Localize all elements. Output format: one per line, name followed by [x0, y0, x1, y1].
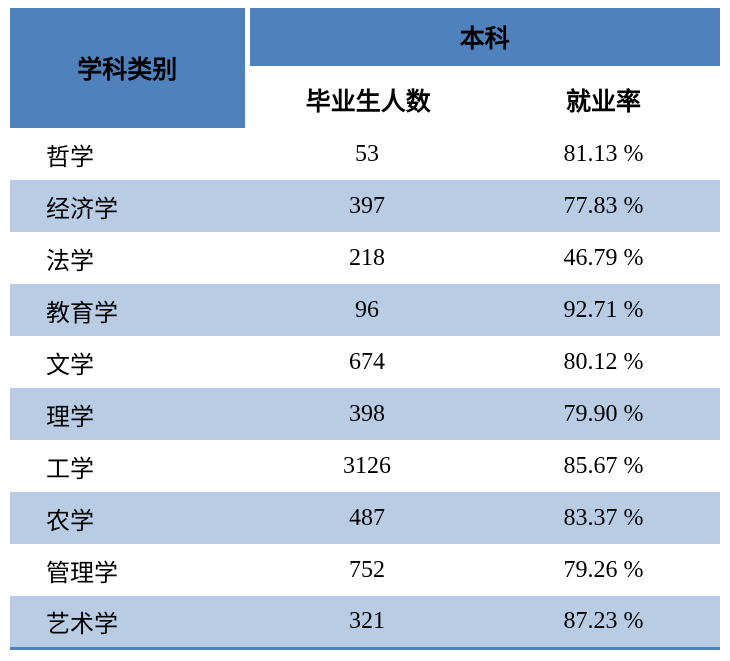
table-row: 经济学 397 77.83 % [10, 180, 721, 232]
row-category: 工学 [46, 456, 94, 483]
header-col-employment-rate: 就业率 [487, 68, 721, 128]
row-category: 艺术学 [46, 611, 118, 638]
table-row: 哲学 53 81.13 % [10, 128, 720, 180]
row-employment-rate: 85.67 % [563, 452, 644, 479]
row-graduates: 487 [349, 504, 385, 531]
row-category: 教育学 [46, 300, 118, 327]
row-employment-rate: 83.37 % [563, 504, 644, 531]
table-row: 管理学 752 79.26 % [10, 544, 720, 596]
table-row: 农学 487 83.37 % [10, 492, 721, 544]
table-row: 教育学 96 92.71 % [10, 284, 721, 336]
header-col-graduates: 毕业生人数 [247, 68, 487, 128]
row-employment-rate: 87.23 % [563, 607, 644, 634]
table-row: 文学 674 80.12 % [10, 336, 720, 388]
row-category: 经济学 [46, 196, 118, 223]
row-graduates: 53 [355, 140, 379, 167]
row-employment-rate: 77.83 % [563, 192, 644, 219]
header-degree-group: 本科 [247, 8, 721, 71]
row-graduates: 397 [349, 192, 385, 219]
row-employment-rate: 80.12 % [563, 348, 644, 375]
table-row: 理学 398 79.90 % [10, 388, 721, 440]
table-row: 工学 3126 85.67 % [10, 440, 720, 492]
row-graduates: 674 [349, 348, 385, 375]
row-graduates: 218 [349, 244, 385, 271]
row-employment-rate: 46.79 % [563, 244, 644, 271]
header-category: 学科类别 [10, 8, 250, 128]
row-employment-rate: 81.13 % [563, 140, 644, 167]
table-row: 法学 218 46.79 % [10, 232, 720, 284]
employment-table: 学科类别 本科 毕业生人数 就业率 哲学 53 81.13 % 经济学 397 … [10, 8, 721, 650]
row-employment-rate: 79.90 % [563, 400, 644, 427]
row-category: 法学 [46, 248, 94, 275]
row-employment-rate: 79.26 % [563, 556, 644, 583]
row-category: 管理学 [46, 560, 118, 587]
row-graduates: 752 [349, 556, 385, 583]
row-category: 哲学 [46, 144, 94, 171]
row-employment-rate: 92.71 % [563, 296, 644, 323]
header-row-columns: 毕业生人数 就业率 [10, 68, 721, 128]
row-graduates: 321 [349, 607, 385, 634]
table-row: 艺术学 321 87.23 % [10, 596, 721, 648]
header-row-group: 学科类别 本科 [10, 8, 721, 128]
row-category: 理学 [46, 404, 94, 431]
row-graduates: 3126 [343, 452, 391, 479]
row-graduates: 398 [349, 400, 385, 427]
row-category: 文学 [46, 352, 94, 379]
row-category: 农学 [46, 508, 94, 535]
row-graduates: 96 [355, 296, 379, 323]
